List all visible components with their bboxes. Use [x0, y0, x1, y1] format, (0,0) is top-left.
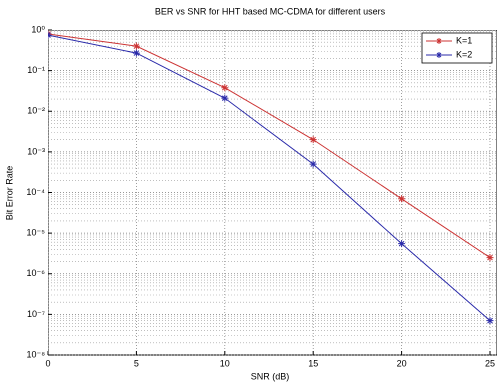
y-tick-label: 10⁻⁶	[27, 268, 46, 278]
legend-label: K=1	[456, 35, 472, 45]
series-line	[48, 33, 491, 259]
marker	[309, 136, 317, 144]
x-tick-label: 10	[220, 358, 230, 368]
marker	[221, 94, 229, 102]
marker	[132, 42, 140, 50]
x-tick-label: 0	[45, 358, 50, 368]
legend-label: K=2	[456, 49, 472, 59]
x-tick-label: 5	[134, 358, 139, 368]
x-axis-label: SNR (dB)	[251, 371, 290, 381]
legend-marker	[436, 52, 442, 58]
plot-area	[48, 30, 497, 356]
y-tick-label: 10⁻⁸	[26, 349, 45, 359]
y-tick-label: 10⁻⁷	[27, 309, 45, 319]
legend-marker	[436, 38, 442, 44]
y-tick-label: 10⁻³	[27, 146, 45, 156]
x-tick-label: 15	[308, 358, 318, 368]
marker	[398, 240, 406, 248]
y-tick-label: 10⁻²	[27, 106, 45, 116]
y-tick-label: 10⁰	[31, 24, 45, 34]
x-tick-label: 20	[397, 358, 407, 368]
y-tick-label: 10⁻⁴	[26, 187, 45, 197]
x-tick-label: 25	[485, 358, 495, 368]
legend-box	[421, 32, 493, 64]
marker	[132, 49, 140, 57]
marker	[398, 195, 406, 203]
marker	[486, 317, 494, 325]
y-axis-label: Bit Error Rate	[4, 166, 14, 221]
marker	[309, 160, 317, 168]
marker	[486, 254, 494, 262]
y-tick-label: 10⁻⁵	[27, 228, 46, 238]
y-tick-label: 10⁻¹	[27, 65, 45, 75]
marker	[221, 84, 229, 92]
series-line	[48, 34, 491, 322]
plot-background	[48, 30, 497, 356]
chart-title: BER vs SNR for HHT based MC-CDMA for dif…	[155, 6, 386, 16]
